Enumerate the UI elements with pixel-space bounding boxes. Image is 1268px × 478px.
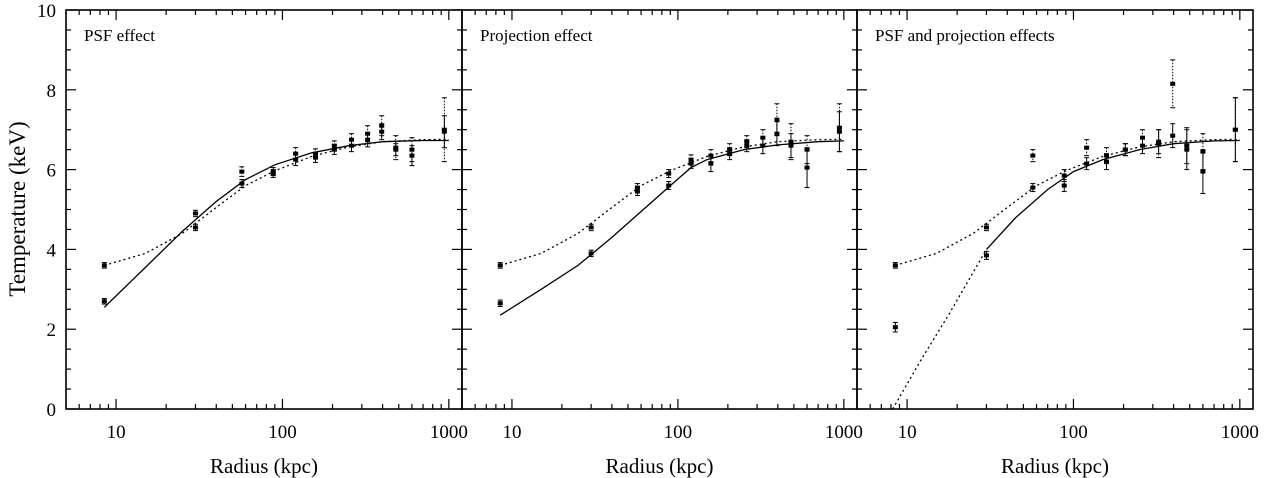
y-axis-label: Temperature (keV) [5,121,30,296]
data-point [760,135,766,140]
data-point [708,153,714,158]
data-point [239,169,245,174]
data-point [588,251,594,256]
data-point [409,147,415,152]
data-series-dotted [101,97,447,269]
data-point [497,301,503,306]
x-tick-label: 1000 [430,422,468,443]
x-tick-label: 10 [107,422,126,443]
data-point [1061,173,1067,178]
x-axis-label: Radius (kpc) [1001,454,1109,478]
data-point [1139,135,1145,140]
data-series-solid [892,97,1238,333]
x-tick-label: 100 [268,422,297,443]
x-axis-label: Radius (kpc) [606,454,714,478]
data-point [365,131,371,136]
data-point [331,143,337,148]
x-tick-label: 1000 [825,422,863,443]
y-tick-label: 4 [47,240,57,261]
y-tick-label: 10 [37,1,56,22]
model-curve-dotted [500,138,844,267]
data-point [192,225,198,230]
data-point [634,185,640,190]
data-point [1170,81,1176,86]
data-point [983,253,989,258]
data-point [1084,161,1090,166]
model-curve-solid [103,139,449,308]
x-tick-label: 100 [1059,422,1088,443]
data-point [774,117,780,122]
x-axis-label: Radius (kpc) [210,454,318,478]
data-point [666,171,672,176]
panel-title: PSF and projection effects [875,26,1055,45]
panel-title: PSF effect [84,26,155,45]
data-series-dotted [497,103,842,269]
panel-title: Projection effect [480,26,593,45]
data-point [313,155,319,160]
plot-frame [65,9,463,410]
data-point [379,123,385,128]
model-curve-dotted [895,138,1240,267]
data-point [1122,147,1128,152]
data-point [727,147,733,152]
panel-1: 10 100 1000 Radius (kpc) 0 2 4 6 8 10 PSF effect [37,1,468,478]
panel-2: 10 100 1000 Radius (kpc) Projection effect [461,9,863,478]
data-series-dotted [892,59,1238,269]
data-point [744,139,750,144]
data-point [1061,183,1067,188]
data-point [804,165,810,170]
panel-3: 10 100 1000 Radius (kpc) PSF and projection … [856,9,1259,478]
model-curve-dotted [104,138,449,267]
data-point [666,183,672,188]
data-point [348,137,354,142]
data-point [774,131,780,136]
data-point [331,147,337,152]
data-point [1200,169,1206,174]
model-curve-solid [499,140,844,316]
data-point [708,161,714,166]
data-point [1030,153,1036,158]
data-point [1084,145,1090,150]
x-tick-label: 1000 [1221,422,1259,443]
data-point [313,151,319,156]
data-point [1030,185,1036,190]
x-tick-label: 100 [664,422,693,443]
data-point [441,127,447,132]
x-tick-label: 10 [898,422,917,443]
y-tick-label: 6 [47,161,57,182]
model-curve-solid [986,139,1240,250]
data-point [1170,133,1176,138]
data-point [983,225,989,230]
data-point [688,157,694,162]
data-point [1232,127,1238,132]
data-point [409,153,415,158]
model-curve-dotted [892,249,988,410]
data-point [588,225,594,230]
data-point [365,137,371,142]
data-point [393,145,399,150]
y-tick-label: 8 [47,81,57,102]
data-series-solid [101,115,447,305]
data-point [192,211,198,216]
y-tick-label: 0 [47,400,57,421]
plot-frame [856,9,1254,410]
data-point [1104,159,1110,164]
x-tick-label: 10 [502,422,521,443]
y-tick-label: 2 [47,320,57,341]
data-point [101,299,107,304]
data-point [688,161,694,166]
data-point [239,181,245,186]
data-point [1184,143,1190,148]
data-point [293,151,299,156]
data-point [1156,141,1162,146]
data-point [804,147,810,152]
data-point [1200,149,1206,154]
data-point [836,125,842,130]
plot-frame [461,9,858,410]
data-point [892,325,898,330]
